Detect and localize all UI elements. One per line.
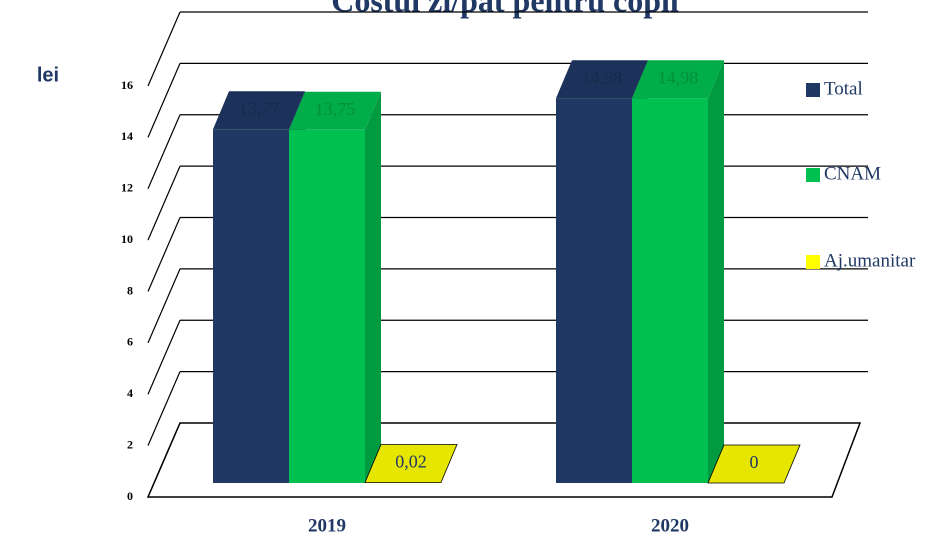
bar [632, 98, 708, 484]
y-tick-label: 2 [127, 437, 133, 451]
legend-label: Aj.umanitar [824, 250, 916, 271]
legend-swatch [806, 83, 820, 97]
y-tick-label: 10 [121, 232, 133, 246]
value-label: 14,98 [658, 67, 699, 87]
grid-line [147, 217, 181, 292]
y-tick-label: 16 [121, 78, 133, 92]
value-label: 13,77 [239, 98, 280, 118]
grid-line [147, 268, 181, 344]
value-label: 0 [750, 452, 759, 472]
bar-top [556, 60, 648, 99]
bar [556, 98, 632, 484]
bar-top [213, 91, 305, 130]
bar-top [289, 91, 381, 130]
legend-label: Total [824, 78, 863, 99]
bar [213, 129, 289, 483]
bar-side [708, 60, 724, 484]
x-tick-label: 2019 [308, 515, 346, 536]
y-tick-label: 8 [127, 283, 133, 297]
chart-title: Costul zi/pat pentru copii [331, 0, 679, 18]
y-tick-label: 14 [121, 129, 133, 143]
bar-top [364, 444, 458, 483]
grid-line [147, 114, 181, 189]
bar [289, 129, 365, 483]
bar-side [365, 91, 381, 483]
y-tick-label: 12 [121, 181, 133, 195]
grid-line [147, 422, 181, 498]
grid-line [147, 63, 181, 138]
grid-line [147, 320, 181, 395]
bar-top [707, 444, 801, 484]
legend-swatch [806, 255, 820, 269]
y-axis-label: lei [37, 64, 59, 86]
value-label: 13,75 [315, 99, 356, 119]
grid-line [147, 11, 181, 87]
value-label: 0,02 [395, 452, 427, 472]
grid-line [147, 165, 181, 241]
legend-swatch [806, 168, 820, 182]
x-tick-label: 2020 [651, 515, 689, 536]
y-tick-label: 0 [127, 489, 133, 503]
y-tick-label: 6 [127, 335, 133, 349]
grid-line [147, 371, 181, 446]
legend-label: CNAM [824, 163, 881, 184]
bar-top [632, 60, 724, 99]
value-label: 14,98 [582, 67, 623, 87]
y-tick-label: 4 [127, 386, 133, 400]
